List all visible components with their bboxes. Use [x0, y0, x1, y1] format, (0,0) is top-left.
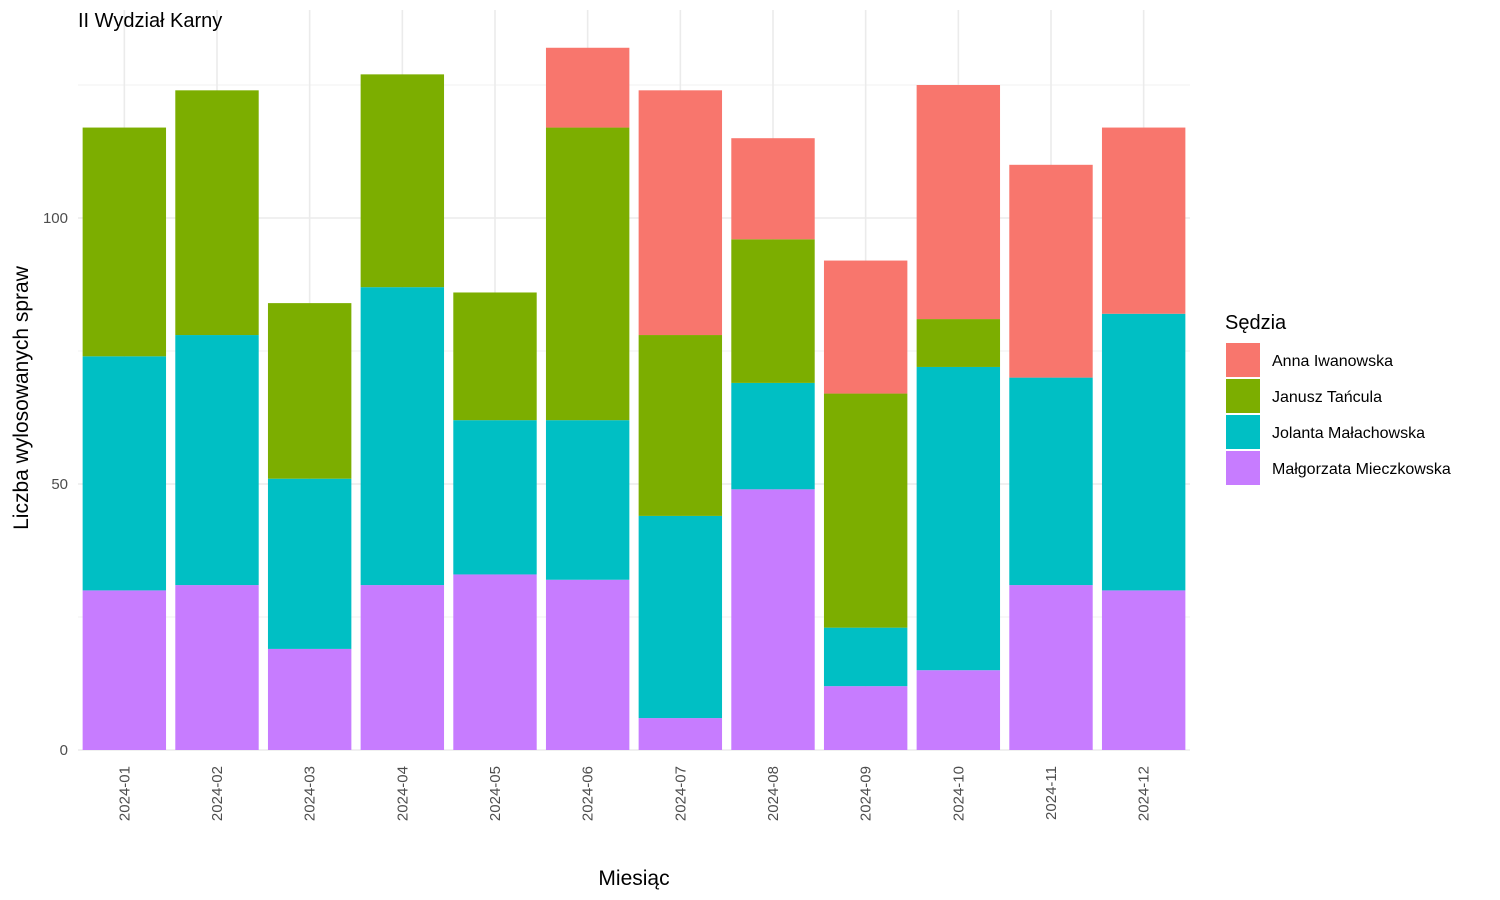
- bar-segment: [453, 574, 537, 750]
- legend-swatch: [1226, 343, 1260, 377]
- bar-segment: [916, 670, 1001, 750]
- y-tick-label: 100: [43, 210, 68, 227]
- bar-segment: [545, 579, 630, 750]
- x-tick-label: 2024-02: [209, 766, 226, 821]
- x-tick-label: 2024-03: [302, 766, 319, 821]
- bar-segment: [1101, 313, 1186, 591]
- y-axis-title: Liczba wylosowanych spraw: [10, 265, 33, 530]
- x-axis-title: Miesiąc: [598, 867, 669, 890]
- bar-segment: [731, 489, 815, 750]
- legend-swatch: [1226, 451, 1260, 485]
- bars: [82, 47, 1186, 750]
- legend-label: Janusz Tańcula: [1272, 389, 1382, 406]
- bar-segment: [1101, 590, 1186, 750]
- legend-item: Jolanta Małachowska: [1226, 415, 1425, 449]
- bar-segment: [731, 382, 815, 490]
- legend-title: Sędzia: [1225, 312, 1287, 334]
- bar-segment: [82, 590, 167, 750]
- bar-segment: [638, 90, 723, 336]
- bar-segment: [916, 85, 1001, 320]
- y-tick-label: 50: [51, 476, 68, 493]
- legend-items: Anna Iwanowska Janusz Tańcula Jolanta Mała…: [1226, 343, 1451, 485]
- x-tick-label: 2024-12: [1136, 766, 1153, 821]
- bar-segment: [823, 393, 908, 628]
- bar-segment: [823, 260, 908, 394]
- bar-segment: [82, 356, 167, 591]
- bar-segment: [823, 686, 908, 750]
- legend-swatch: [1226, 379, 1260, 413]
- legend-label: Jolanta Małachowska: [1272, 425, 1425, 442]
- x-tick-label: 2024-10: [950, 766, 967, 821]
- legend-label: Anna Iwanowska: [1272, 353, 1393, 370]
- bar-segment: [545, 420, 630, 580]
- legend-swatch: [1226, 415, 1260, 449]
- legend-item: Anna Iwanowska: [1226, 343, 1393, 377]
- x-tick-label: 2024-08: [765, 766, 782, 821]
- y-tick-label: 0: [60, 742, 68, 759]
- legend-label: Małgorzata Mieczkowska: [1272, 461, 1451, 478]
- bar-segment: [638, 515, 723, 719]
- legend: Sędzia Anna Iwanowska Janusz Tańcula Jolan…: [1225, 312, 1451, 485]
- x-tick-label: 2024-07: [672, 766, 689, 821]
- x-tick-label: 2024-09: [858, 766, 875, 821]
- bar-segment: [731, 239, 815, 383]
- bar-segment: [453, 420, 537, 575]
- x-tick-label: 2024-05: [487, 766, 504, 821]
- bar-segment: [1009, 377, 1093, 586]
- legend-item: Małgorzata Mieczkowska: [1226, 451, 1451, 485]
- x-tick-label: 2024-01: [116, 766, 133, 821]
- bar-segment: [267, 478, 352, 649]
- bar-segment: [1009, 585, 1093, 750]
- bar-segment: [638, 335, 723, 516]
- bar-segment: [360, 74, 445, 288]
- x-tick-label: 2024-04: [394, 766, 411, 821]
- bar-segment: [175, 585, 259, 750]
- bar-segment: [82, 127, 167, 357]
- bar-segment: [916, 319, 1001, 367]
- bar-segment: [360, 287, 445, 586]
- legend-item: Janusz Tańcula: [1226, 379, 1382, 413]
- bar-segment: [267, 303, 352, 479]
- bar-segment: [175, 90, 259, 336]
- bar-segment: [545, 47, 630, 128]
- bar-segment: [267, 648, 352, 750]
- bar-segment: [175, 335, 259, 586]
- bar-segment: [731, 138, 815, 240]
- bar-segment: [916, 366, 1001, 671]
- bar-segment: [453, 292, 537, 421]
- x-tick-label: 2024-06: [580, 766, 597, 821]
- bar-segment: [638, 718, 723, 750]
- chart-title: II Wydział Karny: [78, 10, 222, 32]
- x-tick-label: 2024-11: [1043, 766, 1060, 820]
- bar-segment: [1009, 164, 1093, 378]
- axes: 0 50 100 2024-01 2024-02 2024-03 2024-04 2024-0…: [43, 210, 1153, 821]
- bar-segment: [823, 627, 908, 687]
- bar-segment: [360, 585, 445, 750]
- bar-segment: [545, 127, 630, 421]
- bar-segment: [1101, 127, 1186, 314]
